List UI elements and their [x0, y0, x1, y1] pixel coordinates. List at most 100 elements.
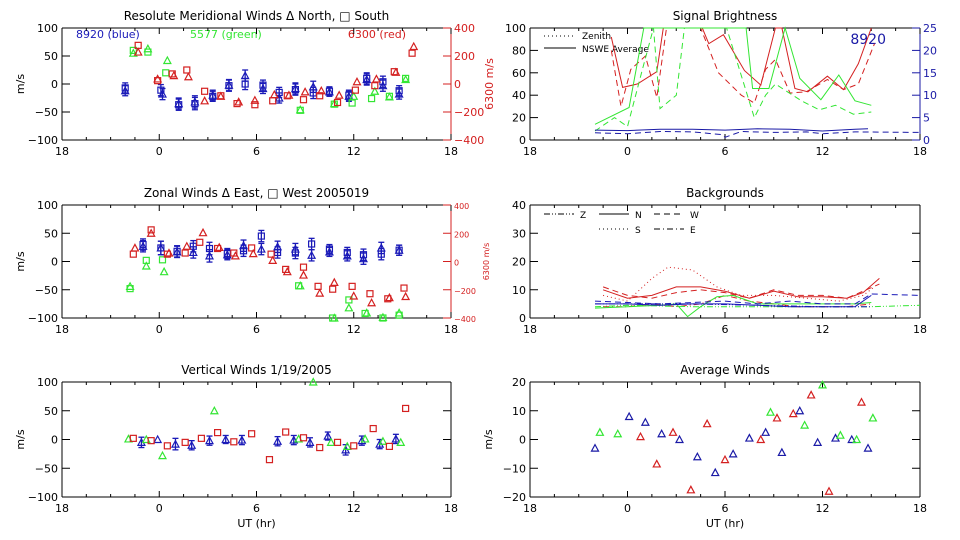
data-point-square: [395, 311, 403, 319]
data-point-square: [282, 265, 290, 274]
signal-brightness-panel: Signal Brightness Zenith NSWE Average 89…: [505, 9, 937, 158]
data-point-square: [325, 87, 334, 95]
data-point-square: [291, 249, 299, 257]
y-tick-label: −50: [35, 462, 58, 475]
y2-tick-label: 5: [923, 112, 930, 125]
series-line-8920-z: [595, 303, 872, 308]
chart-title: Backgrounds: [686, 186, 764, 200]
x-tick-label: 18: [523, 502, 537, 515]
data-point-triangle: [130, 243, 140, 252]
data-point-triangle: [164, 248, 174, 257]
data-point-square: [144, 48, 152, 56]
data-point-square: [239, 247, 248, 255]
data-point-triangle: [187, 440, 197, 449]
data-point-square: [183, 66, 191, 74]
x-tick-label: 12: [816, 323, 830, 336]
data-point-triangle: [635, 431, 646, 441]
data-point-triangle: [371, 74, 381, 83]
data-point-square: [230, 249, 238, 257]
data-point-triangle: [323, 431, 333, 440]
data-point-square: [163, 442, 171, 450]
y-axis-label: m/s: [14, 74, 27, 94]
data-point-square: [158, 256, 167, 264]
data-point-triangle: [162, 55, 172, 65]
data-point-triangle: [237, 435, 247, 444]
series-line-6300-nswe-average: [610, 27, 872, 93]
annotation-5577-green: 5577 (green): [190, 28, 262, 41]
data-point-square: [400, 284, 408, 292]
data-point-square: [348, 282, 356, 290]
x-tick-label: 0: [624, 502, 631, 515]
series-line-5577-zenith: [594, 27, 872, 132]
y-tick-label: 0: [519, 134, 526, 147]
data-point-square: [157, 244, 165, 252]
x-tick-label: 18: [55, 145, 69, 158]
data-point-square: [129, 46, 137, 55]
data-point-triangle: [863, 443, 873, 452]
meridional-winds-panel: Resolute Meridional Winds Δ North, □ Sou…: [14, 9, 496, 158]
data-point-square: [157, 86, 165, 94]
data-point-square: [230, 438, 238, 446]
data-point-triangle: [234, 97, 244, 106]
data-point-triangle: [761, 427, 771, 436]
legend-label-n: N: [635, 211, 642, 221]
y-tick-label: 20: [512, 112, 526, 125]
y2-tick-label: −400: [454, 315, 476, 324]
data-point-triangle: [308, 377, 318, 386]
data-point-triangle: [141, 261, 151, 270]
x-tick-label: 18: [913, 145, 927, 158]
data-point-square: [379, 314, 387, 322]
data-point-triangle: [668, 427, 678, 436]
y-tick-label: 0: [51, 78, 58, 91]
data-point-triangle: [692, 451, 702, 461]
x-tick-label: 6: [722, 323, 729, 336]
data-point-square: [139, 240, 147, 249]
data-point-triangle: [652, 459, 662, 468]
data-point-triangle: [817, 380, 828, 389]
series-line-8920-w: [594, 293, 921, 305]
data-point-triangle: [391, 434, 401, 443]
data-point-triangle: [813, 437, 823, 446]
data-point-square: [402, 404, 410, 413]
y-tick-label: 0: [51, 434, 58, 447]
legend-label-nswe-average: NSWE Average: [582, 45, 649, 55]
data-point-square: [395, 87, 403, 95]
data-point-square: [390, 68, 398, 76]
x-tick-label: 18: [444, 145, 458, 158]
data-point-triangle: [326, 437, 336, 446]
vertical-winds-panel: Vertical Winds 1/19/2005 m/s UT (hr) 18 0…: [14, 363, 458, 530]
data-point-triangle: [298, 270, 309, 279]
y2-tick-label: 0: [454, 78, 461, 91]
data-point-triangle: [765, 407, 776, 416]
data-point-triangle: [847, 434, 857, 444]
data-point-square: [175, 101, 183, 109]
data-point-square: [121, 84, 129, 92]
data-point-triangle: [835, 430, 845, 439]
y-tick-label: 80: [512, 44, 526, 57]
data-point-triangle: [204, 435, 215, 445]
data-point-square: [385, 92, 394, 100]
data-point-triangle: [590, 443, 600, 452]
x-tick-label: 18: [444, 502, 458, 515]
zonal-winds-panel: Zonal Winds Δ East, □ West 2005019 m/s 6…: [14, 186, 491, 336]
data-point-square: [241, 80, 249, 88]
y-tick-label: −20: [503, 491, 526, 504]
y-tick-label: 30: [512, 227, 526, 240]
data-point-square: [316, 443, 324, 452]
y2-tick-label: −200: [454, 287, 476, 296]
x-tick-label: 0: [156, 323, 163, 336]
data-point-triangle: [214, 242, 224, 251]
average-winds-panel: Average Winds m/s UT (hr) 18 0 6 12 18−20−10…: [482, 363, 927, 530]
x-tick-label: 12: [347, 323, 361, 336]
data-point-triangle: [169, 70, 179, 80]
series-line-6300-s: [602, 266, 875, 302]
annotation-6300-red: 6300 (red): [348, 28, 406, 41]
data-point-square: [147, 437, 155, 445]
data-point-square: [325, 245, 334, 253]
data-point-triangle: [358, 253, 368, 263]
x-tick-label: 12: [347, 502, 361, 515]
data-point-square: [214, 429, 222, 437]
series-line-6300-zenith: [610, 27, 875, 107]
y-axis-label: m/s: [482, 429, 495, 449]
y-tick-label: 10: [512, 284, 526, 297]
